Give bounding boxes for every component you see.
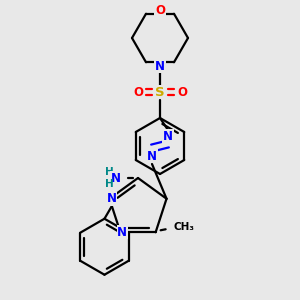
Text: CH₃: CH₃ bbox=[174, 222, 195, 232]
Text: S: S bbox=[155, 85, 165, 98]
Text: N: N bbox=[147, 149, 157, 163]
Text: N: N bbox=[163, 130, 173, 142]
Text: N: N bbox=[106, 192, 116, 205]
Text: H: H bbox=[105, 167, 114, 177]
Text: N: N bbox=[155, 59, 165, 73]
Text: O: O bbox=[177, 85, 187, 98]
Text: H: H bbox=[105, 179, 114, 189]
Text: N: N bbox=[111, 172, 121, 184]
Text: N: N bbox=[117, 226, 128, 239]
Text: O: O bbox=[133, 85, 143, 98]
Text: O: O bbox=[155, 4, 165, 16]
